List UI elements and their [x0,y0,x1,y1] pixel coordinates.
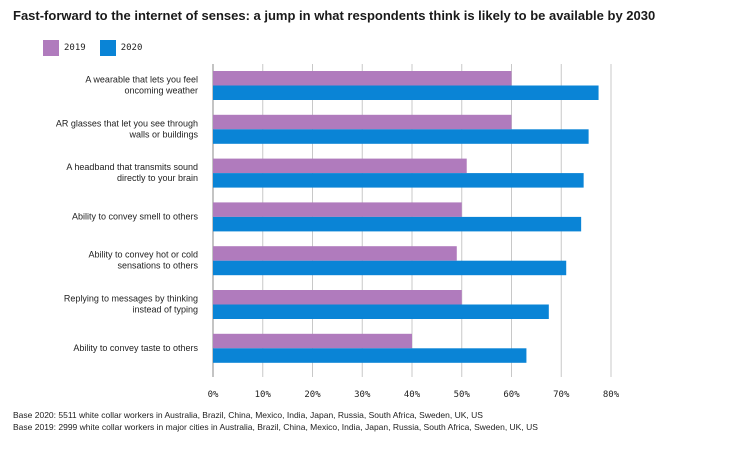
bar-2019 [213,114,512,130]
footnote-base-2019: Base 2019: 2999 white collar workers in … [13,422,538,432]
category-label: instead of typing [132,305,198,315]
x-tick-label: 0% [208,390,219,400]
bar-2020 [213,348,527,363]
legend-item-2019: 2019 [43,40,86,56]
category-label: Replying to messages by thinking [64,294,198,304]
bar-2019 [213,246,457,261]
bar-2019 [213,158,467,174]
bar-2020 [213,173,584,188]
x-tick-label: 50% [454,390,471,400]
category-label: Ability to convey taste to others [73,343,198,353]
category-label: directly to your brain [117,173,198,183]
bar-2020 [213,304,549,319]
x-tick-label: 40% [404,390,421,400]
x-tick-label: 20% [304,390,321,400]
bar-2019 [213,290,462,305]
category-label: Ability to convey hot or cold [88,250,198,260]
x-tick-label: 10% [255,390,272,400]
legend-label-2019: 2019 [64,43,86,53]
legend: 2019 2020 [43,40,156,56]
category-label: Ability to convey smell to others [72,211,199,221]
legend-item-2020: 2020 [99,40,143,56]
chart-title: Fast-forward to the internet of senses: … [13,8,656,23]
legend-label-2020: 2020 [120,43,143,53]
bar-2020 [213,260,567,276]
legend-swatch-2020 [99,40,116,56]
x-tick-label: 70% [553,390,570,400]
category-label: oncoming weather [124,86,198,96]
legend-swatch-2019 [43,40,59,56]
bar-2019 [213,333,412,349]
footnote-base-2020: Base 2020: 5511 white collar workers in … [13,410,483,420]
bar-2020 [213,216,582,232]
x-tick-label: 80% [603,390,620,400]
category-label: AR glasses that let you see through [56,118,198,128]
category-label: A wearable that lets you feel [85,75,198,85]
x-tick-label: 60% [503,390,520,400]
x-tick-label: 30% [354,390,371,400]
category-label: sensations to others [117,261,198,271]
category-label: A headband that transmits sound [66,162,198,172]
category-label: walls or buildings [128,129,198,139]
bar-2020 [213,129,589,144]
bar-2019 [213,71,512,86]
bar-2019 [213,202,462,217]
bar-2020 [213,85,599,100]
